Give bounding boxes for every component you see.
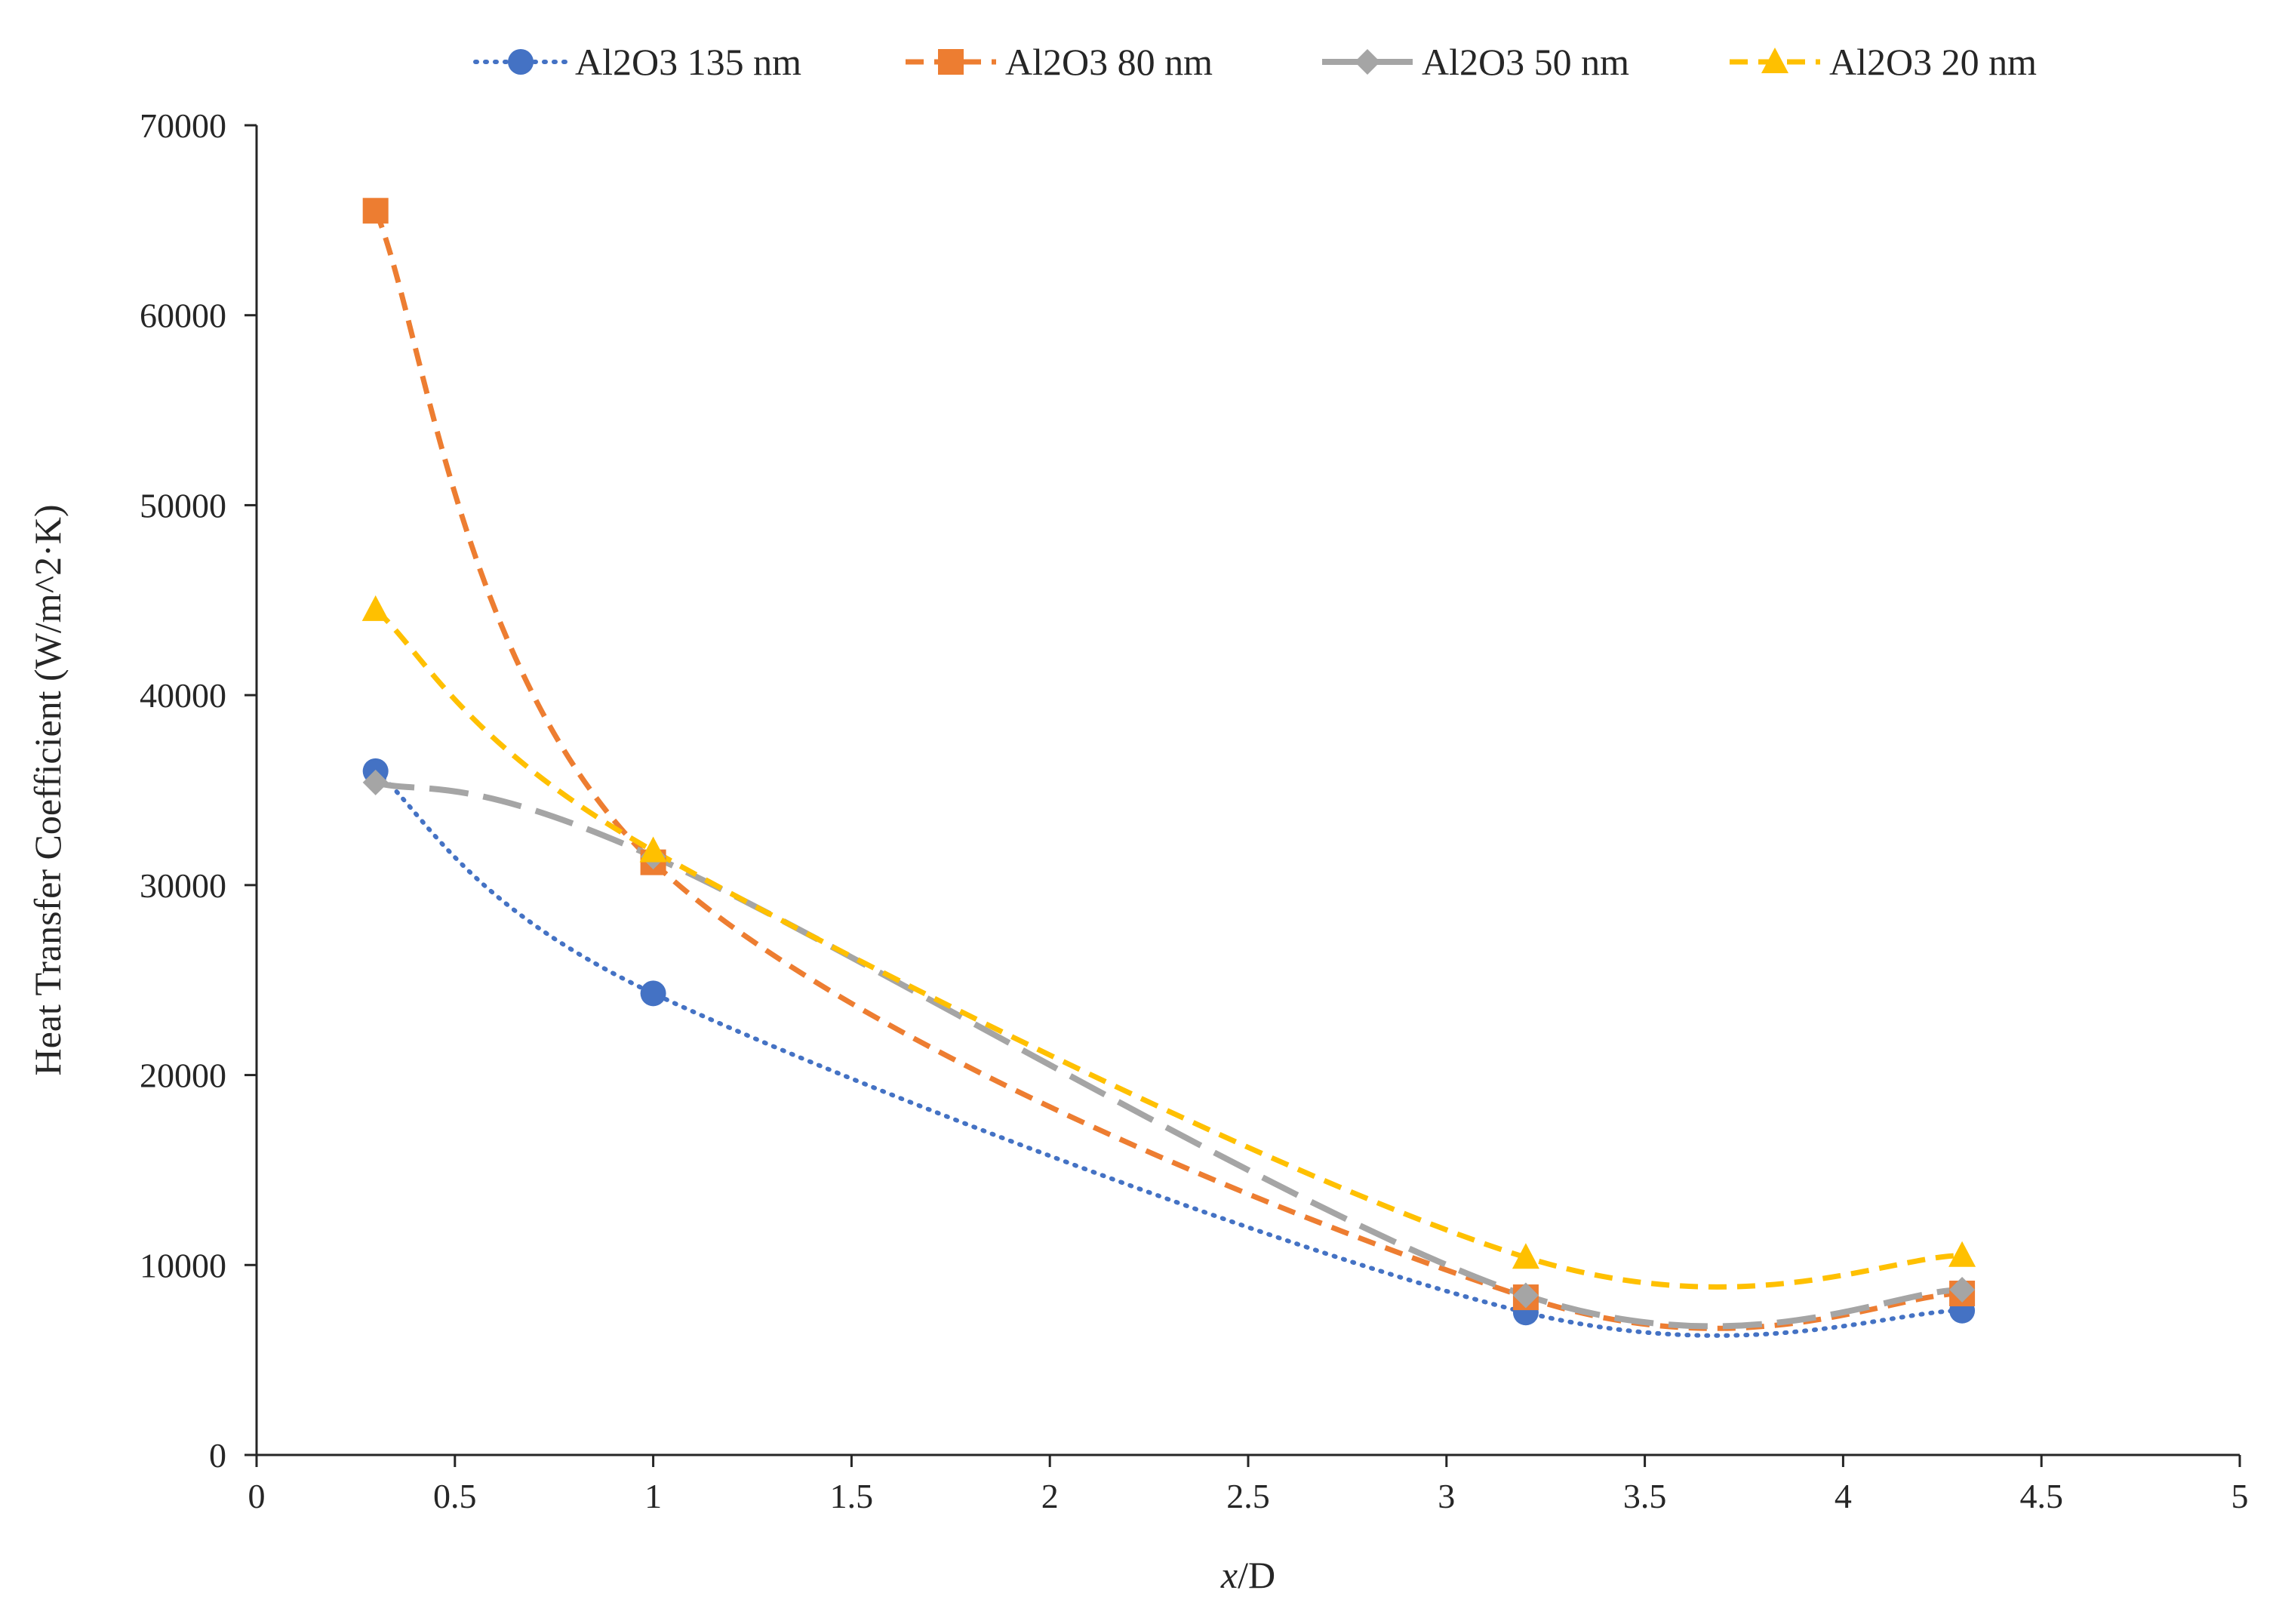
series-line-1 [373, 209, 1963, 1331]
data-point-2-2 [1512, 1282, 1539, 1309]
data-point-3-1 [639, 836, 667, 863]
data-point-2-0 [362, 769, 389, 795]
x-tick-labels: 0 0.5 1 1.5 2 2.5 3 3.5 4 4.5 5 [248, 1477, 2249, 1515]
data-point-1-0 [362, 198, 389, 224]
legend-label-0: Al2O3 135 nm [575, 41, 801, 83]
x-tick-label: 1 [644, 1477, 662, 1515]
x-tick-label: 0 [248, 1477, 266, 1515]
legend-marker-0 [508, 49, 534, 75]
series-line-0 [373, 768, 1965, 1338]
y-axis-title: Heat Transfer Coefficient (W/m^2·K) [26, 504, 69, 1075]
y-tick-label: 70000 [140, 106, 226, 145]
axes [245, 124, 2241, 1467]
data-point-2-3 [1949, 1277, 1976, 1303]
x-tick-label: 3.5 [1623, 1477, 1667, 1515]
y-tick-labels: 0 10000 20000 30000 40000 50000 60000 70000 [140, 106, 226, 1475]
y-tick-label: 30000 [140, 866, 226, 905]
y-tick-label: 50000 [140, 486, 226, 524]
x-tick-label: 5 [2231, 1477, 2249, 1515]
x-tick-label: 1.5 [830, 1477, 874, 1515]
data-point-0-1 [640, 980, 666, 1007]
x-tick-label: 2.5 [1226, 1477, 1270, 1515]
x-tick-label: 0.5 [433, 1477, 477, 1515]
x-axis-title: x/D [1220, 1554, 1275, 1596]
legend-label-3: Al2O3 20 nm [1829, 41, 2037, 83]
series-markers [361, 198, 1976, 1326]
series-line-3 [374, 607, 1963, 1290]
x-tick-label: 3 [1438, 1477, 1455, 1515]
x-tick-label: 4.5 [2019, 1477, 2063, 1515]
data-point-3-0 [361, 595, 389, 621]
legend-marker-1 [938, 49, 964, 75]
y-tick-label: 40000 [140, 676, 226, 715]
data-point-3-2 [1512, 1243, 1539, 1269]
y-tick-label: 10000 [140, 1246, 226, 1284]
x-axis-title-rest: /D [1238, 1554, 1275, 1596]
data-point-3-3 [1948, 1241, 1976, 1267]
legend-label-2: Al2O3 50 nm [1422, 41, 1629, 83]
legend-marker-3 [1761, 48, 1788, 73]
y-tick-label: 20000 [140, 1057, 226, 1095]
x-tick-label: 4 [1835, 1477, 1852, 1515]
x-tick-label: 2 [1041, 1477, 1059, 1515]
legend-label-1: Al2O3 80 nm [1005, 41, 1213, 83]
y-tick-label: 60000 [140, 297, 226, 335]
x-axis-title-italic: x [1220, 1554, 1238, 1596]
legend: Al2O3 135 nm Al2O3 80 nm Al2O3 50 nm Al2O3 … [473, 41, 2037, 83]
y-tick-label: 0 [209, 1436, 226, 1475]
series-curves [373, 209, 1965, 1338]
series-line-2 [374, 780, 1963, 1330]
legend-marker-2 [1355, 49, 1380, 75]
